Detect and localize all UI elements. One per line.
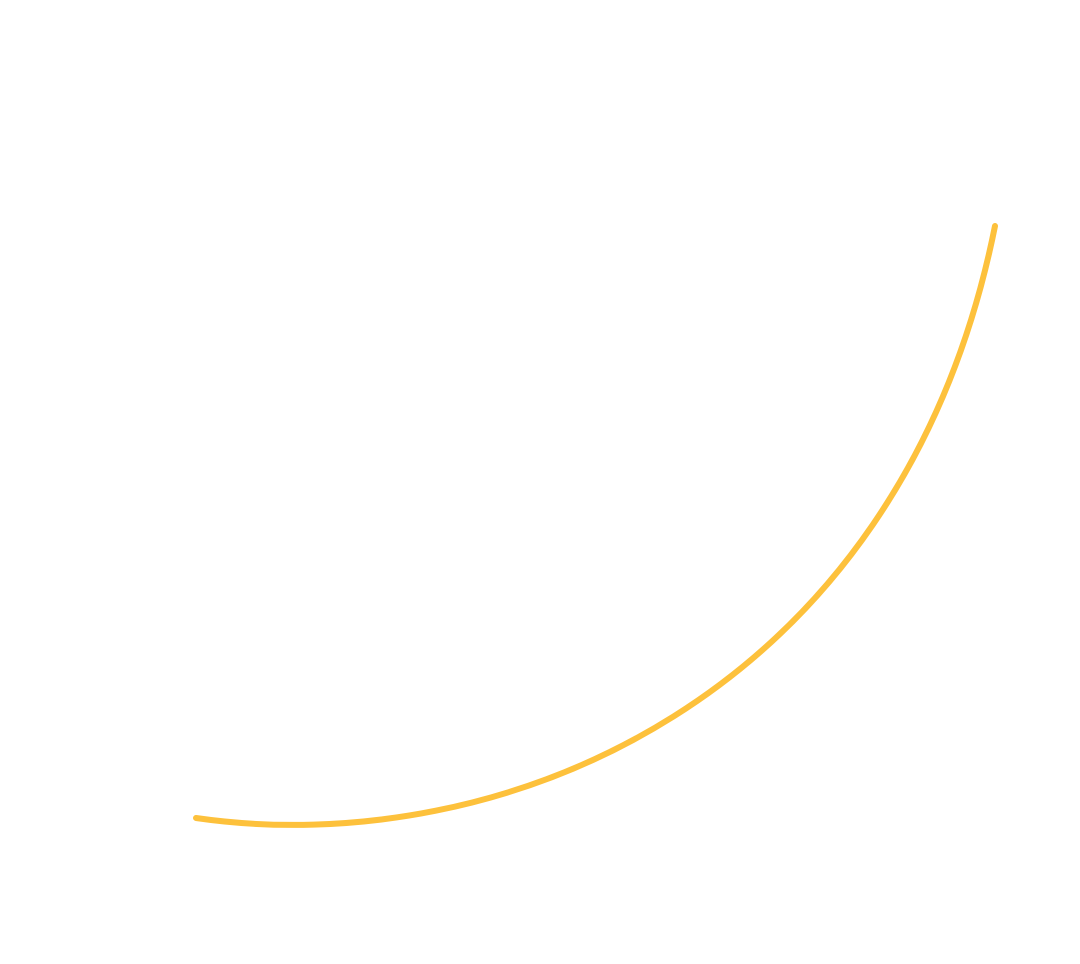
yellow-curve <box>193 223 998 828</box>
